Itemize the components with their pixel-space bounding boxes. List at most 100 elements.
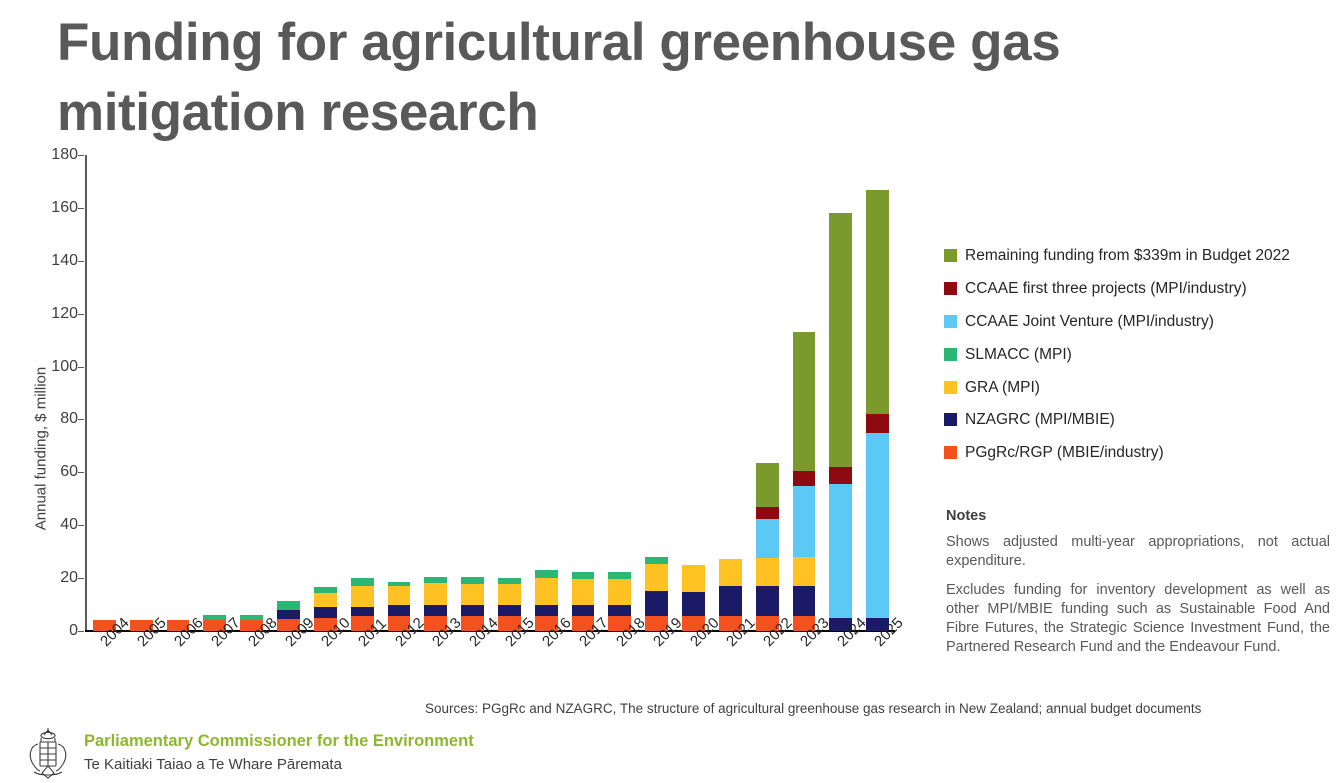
bar-segment[interactable]: [424, 604, 448, 616]
bar-segment[interactable]: [792, 470, 816, 486]
bar-segment[interactable]: [203, 619, 227, 631]
bar-column[interactable]: [571, 571, 595, 631]
bar-segment[interactable]: [645, 591, 669, 616]
bar-column[interactable]: [240, 614, 264, 631]
bar-segment[interactable]: [718, 559, 742, 587]
legend-item[interactable]: NZAGRC (MPI/MBIE): [944, 410, 1344, 429]
bar-segment[interactable]: [571, 578, 595, 605]
bar-segment[interactable]: [497, 578, 521, 585]
bar-segment[interactable]: [755, 463, 779, 507]
bar-segment[interactable]: [92, 619, 116, 631]
bar-segment[interactable]: [792, 332, 816, 471]
bar-column[interactable]: [755, 463, 779, 631]
bar-column[interactable]: [534, 570, 558, 631]
bar-segment[interactable]: [350, 577, 374, 586]
bar-segment[interactable]: [387, 616, 411, 631]
bar-segment[interactable]: [313, 617, 337, 631]
bar-segment[interactable]: [129, 619, 153, 631]
bar-column[interactable]: [866, 189, 889, 631]
bar-segment[interactable]: [608, 578, 632, 605]
bar-segment[interactable]: [755, 586, 779, 616]
bar-segment[interactable]: [313, 593, 337, 607]
bar-segment[interactable]: [277, 601, 300, 610]
bar-segment[interactable]: [534, 570, 558, 578]
bar-segment[interactable]: [240, 614, 264, 620]
bar-segment[interactable]: [792, 556, 816, 587]
legend-item[interactable]: PGgRc/RGP (MBIE/industry): [944, 443, 1344, 462]
bar-segment[interactable]: [829, 213, 853, 468]
bar-segment[interactable]: [350, 616, 374, 631]
bar-segment[interactable]: [534, 615, 558, 631]
bar-column[interactable]: [829, 213, 853, 631]
bar-column[interactable]: [645, 556, 669, 631]
bar-segment[interactable]: [387, 605, 411, 617]
bar-segment[interactable]: [387, 581, 411, 586]
bar-column[interactable]: [203, 614, 227, 631]
legend-item[interactable]: Remaining funding from $339m in Budget 2…: [944, 246, 1344, 265]
bar-segment[interactable]: [755, 615, 779, 631]
bar-segment[interactable]: [866, 189, 889, 415]
legend-item[interactable]: SLMACC (MPI): [944, 345, 1344, 364]
bar-column[interactable]: [129, 619, 153, 631]
bar-segment[interactable]: [166, 619, 190, 631]
bar-segment[interactable]: [645, 563, 669, 592]
bar-column[interactable]: [718, 559, 742, 631]
bar-column[interactable]: [387, 581, 411, 631]
bar-column[interactable]: [792, 332, 816, 631]
bar-segment[interactable]: [387, 585, 411, 606]
bar-segment[interactable]: [424, 577, 448, 584]
bar-segment[interactable]: [497, 584, 521, 605]
bar-segment[interactable]: [534, 604, 558, 616]
bar-segment[interactable]: [608, 571, 632, 579]
bar-segment[interactable]: [866, 618, 889, 631]
bar-column[interactable]: [92, 619, 116, 631]
bar-segment[interactable]: [461, 604, 484, 616]
bar-segment[interactable]: [829, 467, 853, 484]
bar-segment[interactable]: [534, 577, 558, 605]
bar-segment[interactable]: [497, 615, 521, 631]
bar-segment[interactable]: [866, 432, 889, 619]
legend-item[interactable]: CCAAE first three projects (MPI/industry…: [944, 279, 1344, 298]
bar-segment[interactable]: [203, 614, 227, 620]
bar-segment[interactable]: [497, 604, 521, 616]
bar-segment[interactable]: [608, 615, 632, 631]
bar-segment[interactable]: [313, 606, 337, 618]
bar-column[interactable]: [166, 619, 190, 631]
bar-column[interactable]: [461, 577, 484, 631]
bar-segment[interactable]: [313, 586, 337, 594]
bar-segment[interactable]: [718, 616, 742, 631]
bar-segment[interactable]: [792, 615, 816, 631]
bar-segment[interactable]: [277, 609, 300, 619]
bar-segment[interactable]: [461, 615, 484, 631]
bar-segment[interactable]: [755, 518, 779, 558]
bar-segment[interactable]: [571, 571, 595, 579]
bar-column[interactable]: [313, 586, 337, 631]
bar-segment[interactable]: [571, 604, 595, 616]
bar-segment[interactable]: [645, 556, 669, 564]
bar-segment[interactable]: [755, 506, 779, 519]
bar-segment[interactable]: [277, 618, 300, 631]
legend-item[interactable]: GRA (MPI): [944, 378, 1344, 397]
bar-segment[interactable]: [571, 615, 595, 631]
bar-segment[interactable]: [461, 584, 484, 605]
bar-segment[interactable]: [240, 619, 264, 631]
bar-column[interactable]: [424, 577, 448, 631]
bar-segment[interactable]: [718, 586, 742, 617]
bar-column[interactable]: [682, 564, 705, 631]
bar-segment[interactable]: [350, 585, 374, 607]
bar-segment[interactable]: [461, 577, 484, 585]
bar-segment[interactable]: [829, 483, 853, 619]
bar-column[interactable]: [277, 601, 300, 631]
bar-column[interactable]: [608, 571, 632, 631]
bar-segment[interactable]: [424, 615, 448, 631]
bar-segment[interactable]: [755, 557, 779, 587]
bar-segment[interactable]: [682, 591, 705, 616]
bar-segment[interactable]: [608, 604, 632, 616]
bar-column[interactable]: [497, 578, 521, 631]
bar-segment[interactable]: [682, 564, 705, 592]
bar-segment[interactable]: [829, 618, 853, 631]
bar-segment[interactable]: [682, 615, 705, 631]
bar-column[interactable]: [350, 577, 374, 631]
bar-segment[interactable]: [866, 414, 889, 433]
bar-segment[interactable]: [424, 583, 448, 605]
